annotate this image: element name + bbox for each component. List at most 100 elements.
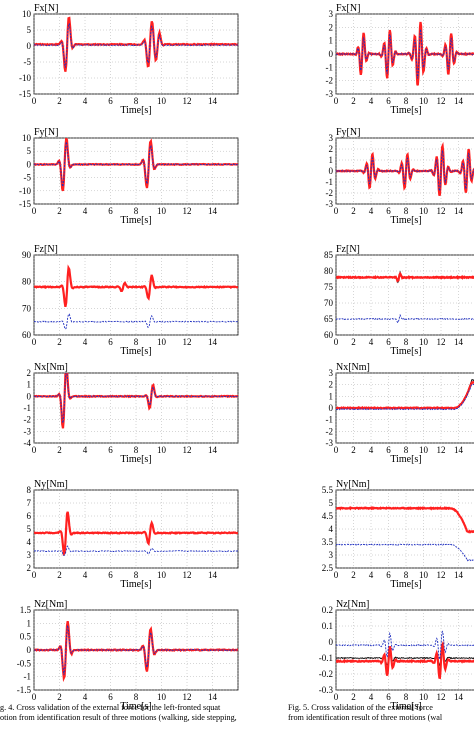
x-tick-label: 12: [183, 692, 192, 702]
y-tick-label: 60: [324, 330, 334, 340]
y-tick-label: 2: [329, 22, 334, 32]
x-tick-label: 2: [351, 337, 356, 347]
x-tick-label: 6: [108, 445, 113, 455]
y-tick-label: 1.5: [20, 605, 32, 615]
figure-5-caption: Fig. 5. Cross validation of the external…: [288, 703, 474, 723]
nx_left-series-2: [34, 373, 238, 424]
x-tick-label: 0: [334, 445, 339, 455]
y-tick-label: -2: [326, 426, 334, 436]
fz_left-xlabel: Time[s]: [120, 346, 151, 357]
nx_right-series-2: [336, 383, 474, 411]
x-tick-label: 10: [157, 337, 167, 347]
nz_right-series-1: [336, 640, 474, 680]
fz_right-xlabel: Time[s]: [390, 346, 421, 357]
y-tick-label: -3: [326, 199, 334, 209]
figure-5-caption-line-1: Fig. 5. Cross validation of the external…: [288, 703, 433, 712]
x-tick-label: 12: [437, 337, 446, 347]
fz_right-panel: 85 80 75 70 65 600 2 4 6 8 10 12 14 Fz[N] Time[s]: [324, 244, 474, 357]
y-tick-label: -1.5: [17, 685, 32, 695]
x-tick-label: 10: [419, 692, 429, 702]
y-tick-label: -2: [326, 188, 334, 198]
y-tick-label: 4: [27, 537, 32, 547]
nz_left-xlabel: Time[s]: [120, 701, 151, 712]
y-tick-label: 0: [329, 403, 334, 413]
y-tick-label: -1: [326, 177, 334, 187]
fz_right-frame: [335, 254, 474, 336]
y-tick-label: 1: [27, 618, 32, 628]
y-tick-label: 3.5: [322, 537, 334, 547]
figure-4-caption-line-1: g. 4. Cross validation of the external f…: [0, 703, 221, 712]
y-tick-label: 3: [329, 133, 334, 143]
y-tick-label: -2: [24, 415, 32, 425]
y-tick-label: 90: [22, 250, 32, 260]
fx_right-xlabel: Time[s]: [390, 105, 421, 116]
x-tick-label: 10: [157, 206, 167, 216]
y-tick-label: -0.2: [319, 669, 333, 679]
x-tick-label: 12: [437, 96, 446, 106]
x-tick-label: 10: [157, 570, 167, 580]
y-tick-label: 60: [22, 330, 32, 340]
x-tick-label: 14: [208, 692, 218, 702]
y-tick-label: 0.1: [322, 621, 333, 631]
x-tick-label: 6: [108, 337, 113, 347]
ny_right-xlabel: Time[s]: [390, 579, 421, 590]
ny_left-series-2: [34, 545, 238, 557]
x-tick-label: 14: [454, 337, 464, 347]
nx_right-series-0: [336, 379, 474, 410]
x-tick-label: 10: [419, 445, 429, 455]
y-tick-label: 5: [27, 146, 32, 156]
y-tick-label: -1: [24, 672, 32, 682]
y-tick-label: -15: [19, 199, 31, 209]
fz_left-title: Fz[N]: [34, 244, 58, 255]
x-tick-label: 12: [183, 206, 192, 216]
ny_left-xlabel: Time[s]: [120, 579, 151, 590]
x-tick-label: 2: [57, 445, 62, 455]
fx_right-series-2: [336, 29, 474, 79]
x-tick-label: 2: [57, 570, 62, 580]
y-tick-label: 0.2: [322, 605, 333, 615]
x-tick-label: 2: [57, 96, 62, 106]
fz_right-series-2: [336, 313, 474, 324]
y-tick-label: 3: [27, 550, 32, 560]
figure-5-caption-line-2: from identification result of three moti…: [288, 713, 443, 722]
x-tick-label: 6: [108, 692, 113, 702]
nx_left-title: Nx[Nm]: [34, 362, 68, 373]
x-tick-label: 8: [134, 96, 139, 106]
y-tick-label: -3: [24, 426, 32, 436]
y-tick-label: -1: [326, 62, 334, 72]
x-tick-label: 8: [134, 206, 139, 216]
x-tick-label: 4: [83, 570, 88, 580]
x-tick-label: 0: [32, 692, 37, 702]
x-tick-label: 2: [57, 337, 62, 347]
x-tick-label: 0: [32, 206, 37, 216]
x-tick-label: 10: [419, 206, 429, 216]
x-tick-label: 12: [183, 337, 192, 347]
x-tick-label: 12: [437, 206, 446, 216]
x-tick-label: 0: [32, 570, 37, 580]
y-tick-label: -10: [19, 73, 31, 83]
nz_right-series-0: [336, 649, 474, 667]
x-tick-label: 0: [32, 337, 37, 347]
y-tick-label: -0.1: [319, 653, 333, 663]
fz_left-series-1: [34, 264, 238, 308]
y-tick-label: 1: [329, 36, 334, 46]
y-tick-label: 1: [329, 155, 334, 165]
y-tick-label: 0: [27, 159, 32, 169]
y-tick-label: -3: [326, 89, 334, 99]
x-tick-label: 14: [454, 445, 464, 455]
x-tick-label: 2: [57, 206, 62, 216]
fx_right-title: Fx[N]: [336, 3, 360, 14]
x-tick-label: 10: [157, 692, 167, 702]
nx_right-series-1: [336, 380, 474, 411]
x-tick-label: 12: [183, 445, 192, 455]
x-tick-label: 4: [369, 445, 374, 455]
x-tick-label: 8: [404, 445, 409, 455]
y-tick-label: 7: [27, 498, 32, 508]
x-tick-label: 12: [437, 445, 446, 455]
y-tick-label: 2.5: [322, 563, 334, 573]
x-tick-label: 8: [404, 570, 409, 580]
fy_right-title: Fy[N]: [336, 127, 360, 138]
